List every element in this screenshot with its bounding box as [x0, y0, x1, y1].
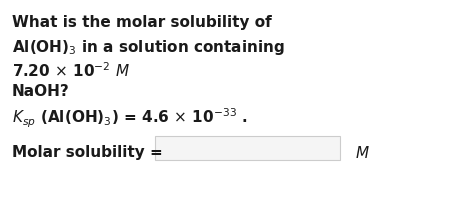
Text: What is the molar solubility of: What is the molar solubility of	[12, 15, 272, 30]
Text: NaOH?: NaOH?	[12, 84, 70, 99]
Text: Al(OH)$_3$ in a solution containing: Al(OH)$_3$ in a solution containing	[12, 38, 285, 57]
FancyBboxPatch shape	[155, 136, 340, 160]
Text: 7.20 $\times$ 10$^{-2}$ $\it{M}$: 7.20 $\times$ 10$^{-2}$ $\it{M}$	[12, 61, 130, 80]
Text: $\it{K}_{sp}$ (Al(OH)$_3$) = 4.6 $\times$ 10$^{-33}$ .: $\it{K}_{sp}$ (Al(OH)$_3$) = 4.6 $\times…	[12, 107, 248, 130]
Text: Molar solubility =: Molar solubility =	[12, 145, 163, 160]
Text: $\it{M}$: $\it{M}$	[355, 145, 370, 161]
